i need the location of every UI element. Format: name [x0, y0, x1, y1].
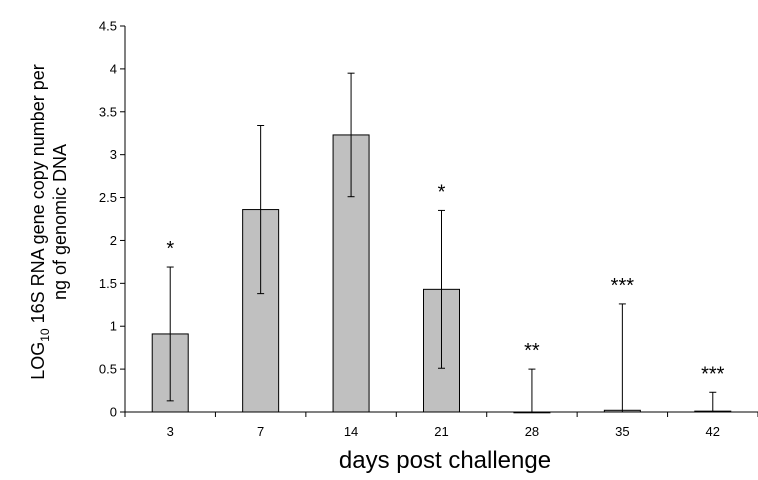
- y-axis-title-line2: ng of genomic DNA: [50, 144, 70, 300]
- y-tick-label: 1: [110, 319, 117, 334]
- y-tick-label: 0: [110, 405, 117, 420]
- x-tick-label: 28: [525, 424, 539, 439]
- significance-marker: **: [524, 340, 540, 362]
- y-tick-label: 2.5: [99, 190, 117, 205]
- x-tick-label: 7: [257, 424, 264, 439]
- x-tick-label: 35: [615, 424, 629, 439]
- y-tick-label: 2: [110, 233, 117, 248]
- y-tick-label: 4: [110, 61, 117, 76]
- bar: [513, 411, 551, 414]
- x-tick-label: 3: [167, 424, 174, 439]
- x-tick-label: 42: [706, 424, 720, 439]
- y-tick-label: 1.5: [99, 276, 117, 291]
- y-tick-label: 0.5: [99, 362, 117, 377]
- y-tick-label: 3: [110, 147, 117, 162]
- x-tick-label: 21: [434, 424, 448, 439]
- y-tick-label: 4.5: [99, 19, 117, 34]
- x-tick-label: 14: [344, 424, 358, 439]
- significance-marker: ***: [611, 275, 635, 297]
- significance-marker: ***: [701, 363, 725, 385]
- plot-area: 0 0.5 1 1.5 2 2.5 3 3.5 4 4.5 * 3 7 14 * 21 ** 28 *** 35 ***…: [99, 19, 758, 439]
- y-axis-title: LOG10 16S RNA gene copy number per: [28, 64, 52, 380]
- y-tick-label: 3.5: [99, 104, 117, 119]
- significance-marker: *: [166, 238, 174, 260]
- y-axis-title-subscript: 10: [38, 328, 52, 342]
- significance-marker: *: [438, 181, 446, 203]
- x-axis-title: days post challenge: [339, 447, 551, 474]
